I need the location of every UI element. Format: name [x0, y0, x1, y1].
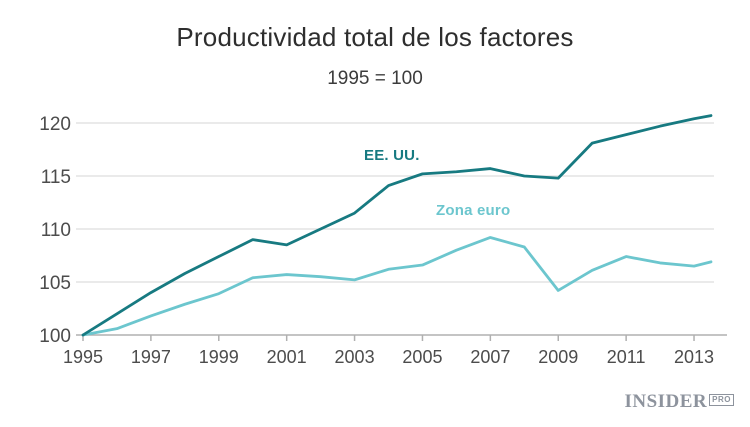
brand-name: INSIDER: [624, 391, 708, 412]
x-tick-label: 2009: [538, 347, 578, 367]
series-line-0: [81, 114, 713, 337]
brand-logo: INSIDER PRO: [624, 391, 734, 412]
x-tick-label: 1997: [131, 347, 171, 367]
x-tick-label: 2001: [267, 347, 307, 367]
y-tick-label: 120: [39, 114, 71, 135]
y-tick-label: 105: [39, 273, 71, 294]
chart-title: Productividad total de los factores: [176, 22, 574, 52]
chart-subtitle: 1995 = 100: [327, 68, 423, 89]
x-tick-label: 1995: [63, 347, 103, 367]
x-tick-label: 2013: [674, 347, 714, 367]
x-tick-label: 2003: [335, 347, 375, 367]
x-tick-label: 2011: [607, 347, 646, 367]
series-label-zona-euro: Zona euro: [436, 202, 511, 219]
x-tick-label: 1999: [199, 347, 239, 367]
y-tick-label: 110: [41, 220, 71, 241]
brand-suffix-badge: PRO: [709, 394, 734, 406]
series-label-eeuu: EE. UU.: [364, 147, 420, 164]
series-line-1: [81, 236, 713, 337]
y-tick-label: 100: [39, 326, 71, 347]
x-tick-label: 2005: [402, 347, 442, 367]
x-tick-label: 2007: [470, 347, 510, 367]
y-tick-label: 115: [41, 167, 71, 188]
